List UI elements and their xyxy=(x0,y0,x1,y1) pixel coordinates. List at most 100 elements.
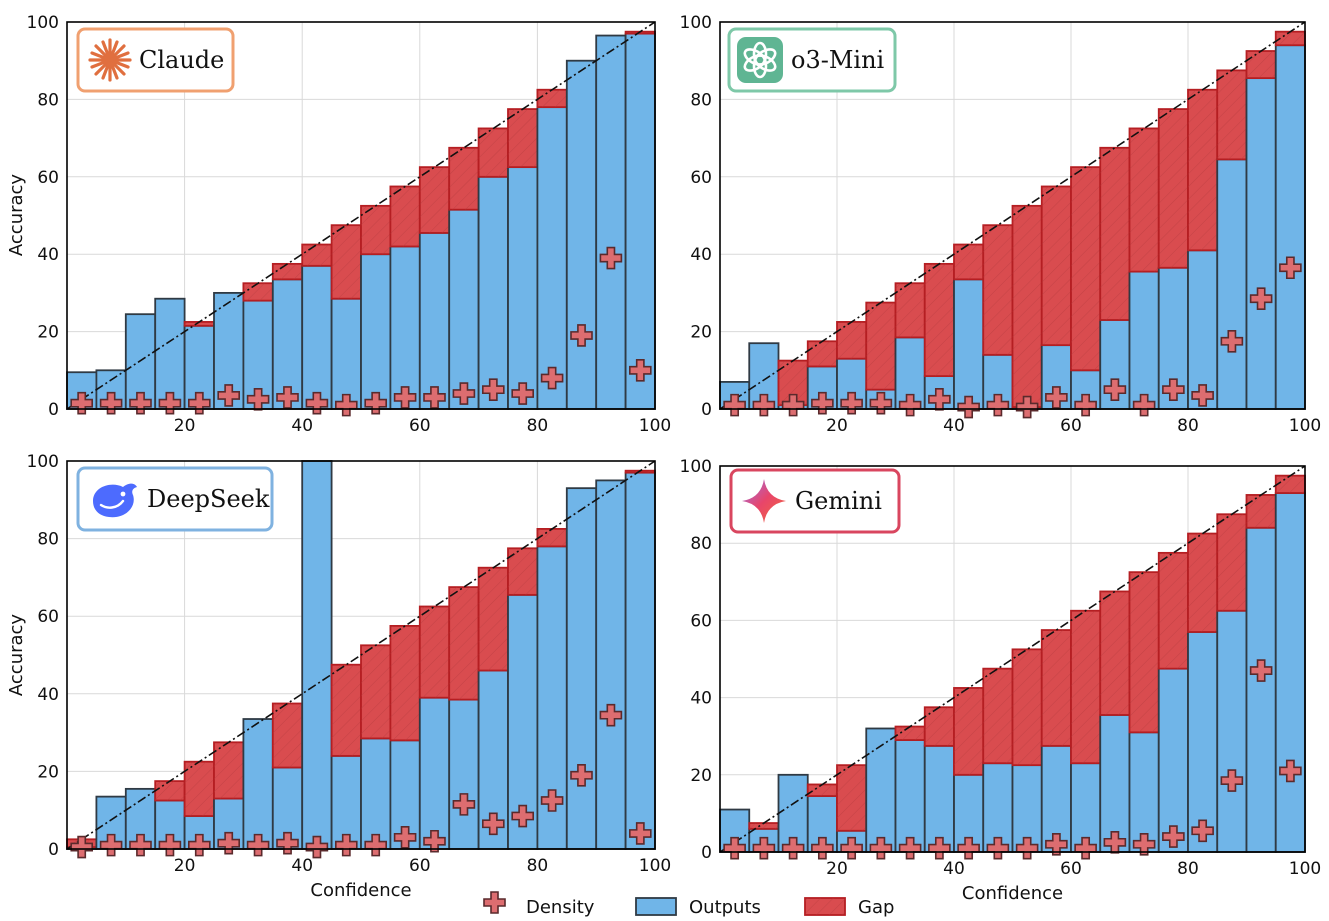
outputs-bar xyxy=(1157,667,1189,853)
gap-hatch xyxy=(895,283,925,338)
gap-hatch xyxy=(924,707,954,746)
perfect-calibration-line xyxy=(66,460,656,850)
density-marker xyxy=(452,382,476,405)
density-marker xyxy=(1162,378,1185,401)
density-marker xyxy=(869,391,893,415)
y-tick-label: 80 xyxy=(690,534,712,554)
gap-hatch xyxy=(214,742,244,799)
gap-hatch xyxy=(361,645,391,739)
density-marker xyxy=(540,366,564,390)
density-marker xyxy=(1015,836,1039,860)
gap-hatch xyxy=(895,726,925,741)
density-marker xyxy=(364,391,387,415)
y-tick-label: 0 xyxy=(48,840,59,860)
gap-hatch xyxy=(331,664,361,756)
outputs-bar xyxy=(624,32,656,410)
gap-hatch xyxy=(419,606,450,698)
gap-hatch xyxy=(302,244,332,266)
density-marker-icon xyxy=(483,891,506,914)
density-marker xyxy=(629,822,652,845)
plot-frame xyxy=(66,21,656,410)
outputs-bar xyxy=(565,59,598,410)
gap-hatch xyxy=(508,109,538,168)
gap-hatch xyxy=(1217,70,1247,160)
density-marker xyxy=(1045,832,1068,856)
gap-hatch xyxy=(807,784,837,797)
outputs-bar xyxy=(1187,631,1219,853)
outputs-bar xyxy=(1274,492,1306,853)
density-marker xyxy=(781,393,805,417)
density-marker xyxy=(1279,256,1302,280)
density-marker xyxy=(811,391,834,415)
model-name: DeepSeek xyxy=(147,485,270,513)
density-marker xyxy=(1279,759,1302,783)
x-tick-label: 100 xyxy=(639,416,671,436)
outputs-bar xyxy=(595,479,627,850)
density-marker xyxy=(511,382,534,405)
gap-hatch xyxy=(625,470,655,473)
gap-hatch xyxy=(1188,89,1218,251)
density-marker xyxy=(246,388,270,411)
outputs-bar xyxy=(301,460,333,850)
gap-hatch xyxy=(983,668,1013,764)
density-marker xyxy=(1220,329,1244,353)
density-marker xyxy=(570,324,593,347)
density-marker xyxy=(957,836,980,860)
density-marker xyxy=(752,393,776,417)
x-axis-label: Confidence xyxy=(310,880,411,901)
density-marker xyxy=(1220,769,1244,792)
gap-hatch xyxy=(184,761,214,817)
gap-hatch xyxy=(1158,109,1188,268)
outputs-swatch xyxy=(635,897,677,916)
gap-hatch xyxy=(419,167,450,233)
gap-hatch xyxy=(837,765,867,831)
outputs-bar xyxy=(448,208,480,410)
density-marker xyxy=(1103,378,1127,401)
gap-hatch xyxy=(954,687,984,775)
gap-hatch xyxy=(1246,494,1276,528)
outputs-bar xyxy=(1128,731,1160,853)
density-marker xyxy=(482,378,505,401)
x-tick-label: 40 xyxy=(291,416,313,436)
y-tick-label: 80 xyxy=(690,90,712,110)
gap-hatch xyxy=(1158,552,1188,669)
density-marker xyxy=(305,835,329,859)
gap-hatch xyxy=(1100,591,1130,715)
gap-hatch xyxy=(1129,128,1159,272)
density-marker xyxy=(898,836,922,860)
y-tick-label: 40 xyxy=(690,689,712,709)
density-marker xyxy=(840,836,863,860)
legend-outputs-label: Outputs xyxy=(689,897,761,918)
gap-hatch xyxy=(625,31,655,34)
outputs-bar xyxy=(154,297,186,410)
claude-starburst-icon xyxy=(88,38,132,82)
x-tick-label: 60 xyxy=(1060,416,1082,436)
y-tick-label: 0 xyxy=(701,400,712,420)
gap-hatch xyxy=(1041,186,1071,346)
density-marker xyxy=(1132,393,1156,417)
x-tick-label: 20 xyxy=(826,859,848,879)
density-marker xyxy=(1162,825,1185,848)
density-marker xyxy=(928,836,951,860)
y-tick-label: 0 xyxy=(701,843,712,863)
density-marker xyxy=(1191,384,1214,407)
density-marker xyxy=(70,391,93,415)
legend-gap-label: Gap xyxy=(858,897,894,918)
density-marker xyxy=(570,763,593,787)
density-marker xyxy=(423,829,446,853)
model-badge-deepseek: DeepSeek xyxy=(76,466,274,532)
density-marker xyxy=(629,359,652,382)
density-marker xyxy=(158,391,182,415)
outputs-bar xyxy=(595,34,627,410)
y-tick-label: 40 xyxy=(690,245,712,265)
y-tick-label: 40 xyxy=(37,685,59,705)
density-marker xyxy=(452,793,476,816)
y-tick-label: 60 xyxy=(690,611,712,631)
gap-hatch xyxy=(1041,630,1071,746)
model-name: Claude xyxy=(139,46,224,74)
density-marker xyxy=(511,804,534,828)
outputs-bar xyxy=(330,297,362,410)
legend-gap: Gap xyxy=(804,897,894,918)
density-marker xyxy=(99,391,123,415)
